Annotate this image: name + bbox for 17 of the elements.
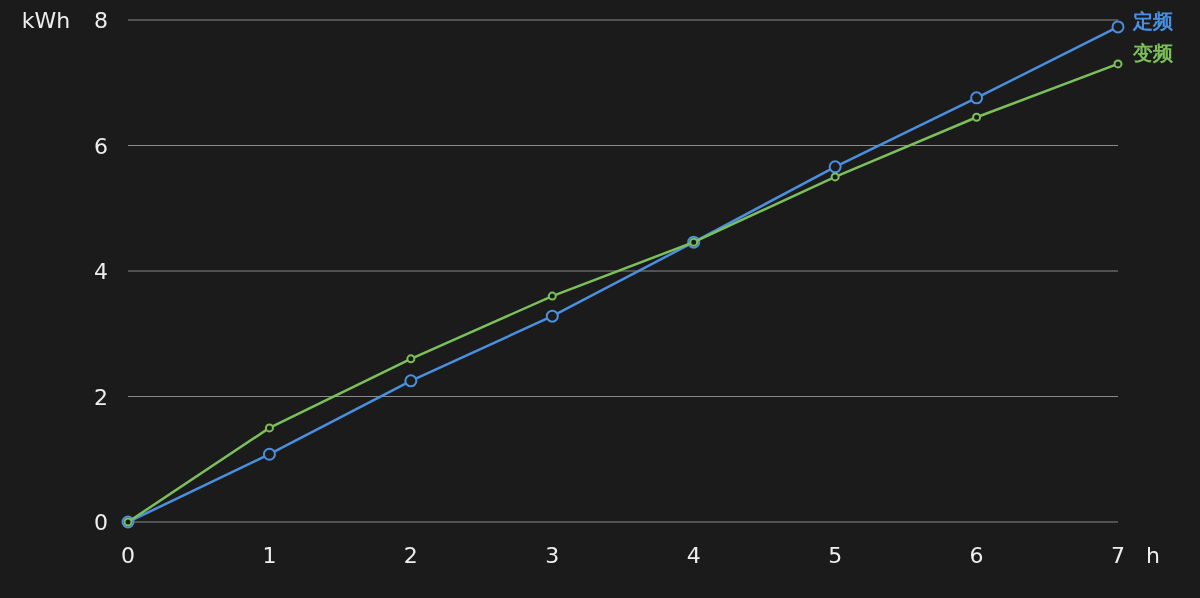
x-tick-label: 2 <box>403 543 418 568</box>
x-tick-label: 4 <box>686 543 701 568</box>
series-label: 变频 <box>1132 40 1174 65</box>
x-tick-label: 3 <box>545 543 560 568</box>
y-axis-title: kWh <box>21 8 71 33</box>
y-tick-label: 0 <box>94 510 108 535</box>
x-tick-label: 7 <box>1111 543 1125 568</box>
y-tick-label: 8 <box>94 8 108 33</box>
x-axis-title: h <box>1146 543 1160 568</box>
y-tick-label: 6 <box>94 133 108 159</box>
x-tick-label: 6 <box>969 543 984 568</box>
x-tick-label: 1 <box>262 543 277 568</box>
y-tick-label: 2 <box>94 384 108 410</box>
x-tick-label: 5 <box>828 543 843 568</box>
x-tick-label: 0 <box>121 543 135 568</box>
series-label: 定频 <box>1132 9 1174 33</box>
y-tick-label: 4 <box>94 259 108 284</box>
